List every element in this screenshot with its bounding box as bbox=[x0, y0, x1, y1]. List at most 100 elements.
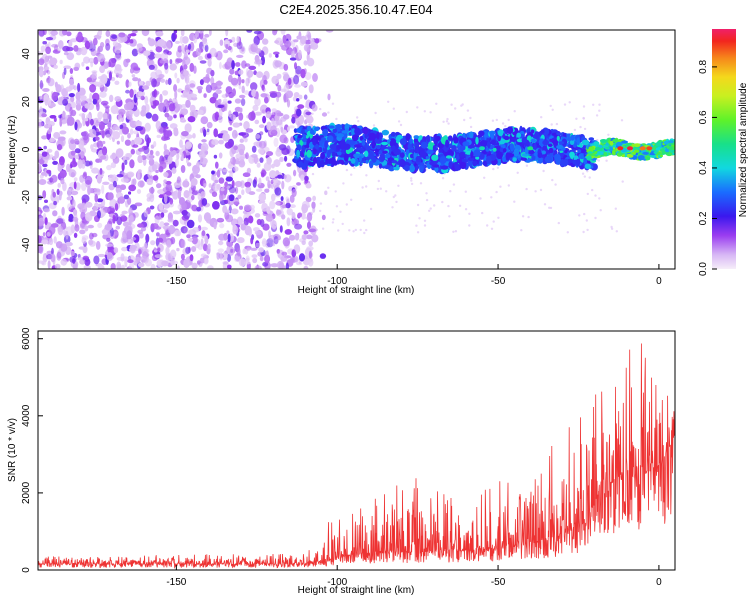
noise-blob bbox=[251, 234, 255, 241]
noise-blob bbox=[132, 130, 139, 135]
snr-x-axis-label: Height of straight line (km) bbox=[298, 585, 415, 596]
scatter-point bbox=[578, 214, 581, 217]
noise-blob bbox=[213, 221, 217, 230]
noise-blob bbox=[272, 30, 278, 34]
scatter-point bbox=[446, 117, 449, 121]
noise-blob bbox=[105, 30, 111, 37]
noise-blob bbox=[73, 181, 77, 190]
noise-blob bbox=[54, 150, 60, 159]
noise-blob bbox=[196, 260, 201, 265]
noise-blob bbox=[199, 60, 207, 64]
signal-blob bbox=[353, 153, 361, 159]
noise-blob bbox=[56, 218, 64, 224]
noise-blob bbox=[72, 258, 76, 264]
noise-blob bbox=[241, 79, 245, 84]
noise-blob bbox=[306, 234, 313, 240]
noise-blob bbox=[245, 255, 250, 263]
noise-blob bbox=[160, 78, 165, 83]
noise-blob bbox=[304, 175, 309, 184]
noise-blob bbox=[38, 122, 44, 127]
noise-blob bbox=[83, 171, 87, 177]
noise-blob bbox=[138, 91, 143, 97]
noise-blob bbox=[43, 208, 50, 213]
noise-blob bbox=[121, 210, 128, 215]
noise-blob bbox=[222, 261, 229, 265]
signal-blob bbox=[293, 128, 298, 134]
noise-blob bbox=[259, 157, 264, 163]
noise-blob bbox=[276, 260, 285, 269]
noise-blob bbox=[282, 237, 291, 247]
noise-blob bbox=[202, 76, 211, 83]
signal-blob bbox=[473, 149, 481, 157]
noise-blob bbox=[215, 89, 222, 95]
noise-blob bbox=[38, 211, 41, 215]
noise-blob bbox=[252, 257, 258, 264]
noise-blob bbox=[218, 240, 224, 246]
signal-blob bbox=[336, 144, 341, 150]
scatter-point bbox=[490, 227, 494, 230]
x-tick-label: -100 bbox=[327, 577, 347, 588]
noise-blob bbox=[209, 30, 212, 36]
noise-blob bbox=[93, 56, 99, 65]
signal-blob bbox=[497, 129, 504, 137]
signal-blob bbox=[491, 139, 496, 145]
scatter-point bbox=[397, 184, 400, 187]
signal-blob bbox=[502, 148, 507, 153]
noise-blob bbox=[114, 64, 122, 71]
signal-blob bbox=[350, 158, 356, 164]
signal-blob bbox=[503, 135, 510, 141]
signal-blob bbox=[321, 137, 327, 142]
scatter-point bbox=[551, 178, 554, 182]
noise-blob bbox=[266, 157, 272, 165]
noise-blob bbox=[125, 89, 130, 94]
noise-blob bbox=[125, 79, 130, 88]
noise-blob bbox=[203, 93, 207, 98]
noise-blob bbox=[120, 235, 128, 244]
noise-blob bbox=[296, 98, 300, 102]
noise-blob bbox=[102, 181, 110, 185]
peak-blob bbox=[627, 146, 633, 151]
noise-blob bbox=[227, 126, 233, 131]
noise-blob bbox=[190, 178, 198, 186]
noise-blob bbox=[129, 128, 134, 135]
noise-blob bbox=[107, 113, 111, 120]
signal-blob bbox=[408, 164, 415, 173]
strong-blob bbox=[637, 155, 645, 161]
noise-blob bbox=[173, 127, 179, 133]
noise-blob bbox=[100, 74, 108, 84]
signal-blob bbox=[541, 150, 546, 155]
noise-blob bbox=[121, 246, 128, 252]
signal-blob bbox=[332, 128, 338, 133]
noise-blob bbox=[238, 159, 246, 168]
scatter-point bbox=[516, 171, 519, 174]
noise-blob bbox=[238, 112, 244, 121]
colorbar-tick-label: 0.2 bbox=[698, 211, 709, 225]
scatter-point bbox=[594, 216, 597, 220]
noise-blob bbox=[124, 153, 131, 161]
noise-blob bbox=[98, 173, 104, 178]
y-tick-label: 0 bbox=[21, 146, 32, 152]
noise-blob bbox=[217, 218, 224, 222]
signal-blob bbox=[570, 134, 575, 141]
signal-blob bbox=[399, 159, 406, 168]
noise-blob bbox=[44, 217, 48, 226]
noise-blob bbox=[38, 58, 45, 66]
noise-blob bbox=[198, 30, 204, 34]
signal-blob bbox=[326, 151, 331, 159]
scatter-point bbox=[447, 122, 450, 125]
noise-blob bbox=[180, 253, 185, 260]
scatter-point bbox=[416, 231, 420, 234]
scatter-point bbox=[442, 120, 445, 124]
signal-blob bbox=[563, 158, 569, 167]
noise-blob bbox=[158, 202, 164, 211]
spectrogram-blobs bbox=[38, 30, 675, 269]
scatter-point bbox=[549, 104, 552, 108]
signal-blob bbox=[306, 125, 312, 131]
noise-blob bbox=[239, 148, 245, 156]
signal-blob bbox=[320, 152, 325, 160]
noise-blob bbox=[50, 30, 58, 36]
scatter-point bbox=[615, 230, 618, 233]
signal-blob bbox=[544, 155, 553, 164]
scatter-point bbox=[359, 228, 362, 232]
signal-blob bbox=[434, 166, 439, 173]
